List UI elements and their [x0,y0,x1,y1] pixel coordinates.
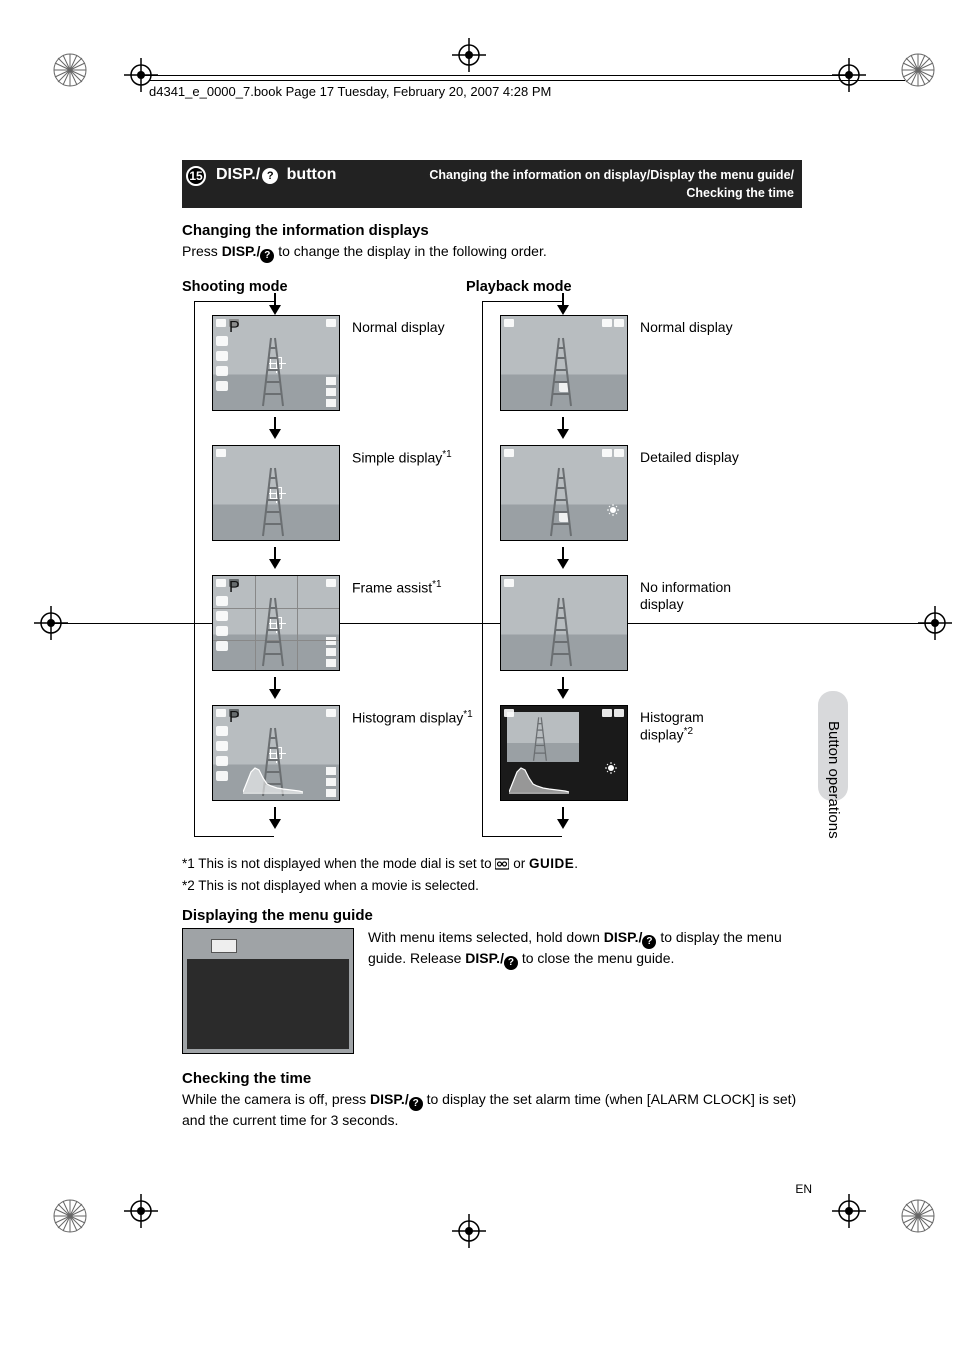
crop-ornament-icon [900,1198,936,1234]
crop-line [140,75,850,76]
screen-shooting-histogram: P [212,705,340,801]
shooting-mode-title: Shooting mode [182,279,466,295]
crop-ornament-icon [52,1198,88,1234]
footnote-1: *1 This is not displayed when the mode d… [182,855,802,873]
label-noinfo: No informationdisplay [640,579,731,613]
arrow-down-icon [556,293,570,315]
help-icon: ? [260,249,274,263]
press-instruction: Press DISP./? to change the display in t… [182,242,802,263]
label-histogram: Histogram display*1 [352,709,473,726]
screen-playback-noinfo [500,575,628,671]
menu-guide-text: With menu items selected, hold down DISP… [368,928,802,1054]
page-header-meta: d4341_e_0000_7.book Page 17 Tuesday, Feb… [149,80,905,99]
help-icon: ? [262,168,278,184]
label-histogram-pb: Histogramdisplay*2 [640,709,704,743]
arr ow-down-icon [556,417,570,439]
section-number-badge: 15 [186,166,206,186]
arrow-down-icon [268,293,282,315]
crop-mark-icon [452,38,486,72]
crop-mark-icon [452,1214,486,1248]
heading-menu-guide: Displaying the menu guide [182,907,802,924]
display-cycle-diagram: P Normal display Simple display*1 P Fram [182,301,802,851]
section-disp-label: DISP./? button [216,166,336,184]
page-lang-footer: EN [795,1182,812,1196]
footnote-2: *2 This is not displayed when a movie is… [182,877,802,895]
crop-ornament-icon [52,52,88,88]
screen-shooting-simple [212,445,340,541]
heading-changing-info: Changing the information displays [182,222,802,239]
heading-checking-time: Checking the time [182,1070,802,1087]
arrow-down-icon [268,807,282,829]
arrow-down-icon [268,677,282,699]
screen-playback-detailed [500,445,628,541]
help-icon: ? [504,956,518,970]
screen-shooting-normal: P [212,315,340,411]
section-title-bar: 15 DISP./? button Changing the informati… [182,160,802,208]
crop-mark-icon [124,1194,158,1228]
section-subtitle: Changing the information on display/Disp… [346,166,794,202]
checking-time-text: While the camera is off, press DISP./? t… [182,1090,802,1130]
help-icon: ? [409,1097,423,1111]
movie-icon [495,857,509,869]
help-icon: ? [642,935,656,949]
menu-guide-screen [182,928,354,1054]
arrow-down-icon [268,547,282,569]
arrow-down-icon [268,417,282,439]
label-frameassist: Frame assist*1 [352,579,442,596]
chapter-tab-label: Button operations [825,721,842,839]
screen-shooting-frameassist: P [212,575,340,671]
label-normal-pb: Normal display [640,319,733,336]
screen-playback-histogram [500,705,628,801]
screen-playback-normal [500,315,628,411]
arrow-down-icon [556,807,570,829]
label-simple: Simple display*1 [352,449,452,466]
label-detailed: Detailed display [640,449,739,466]
crop-ornament-icon [900,52,936,88]
crop-mark-icon [832,1194,866,1228]
arrow-down-icon [556,677,570,699]
arrow-down-icon [556,547,570,569]
label-normal: Normal display [352,319,445,336]
